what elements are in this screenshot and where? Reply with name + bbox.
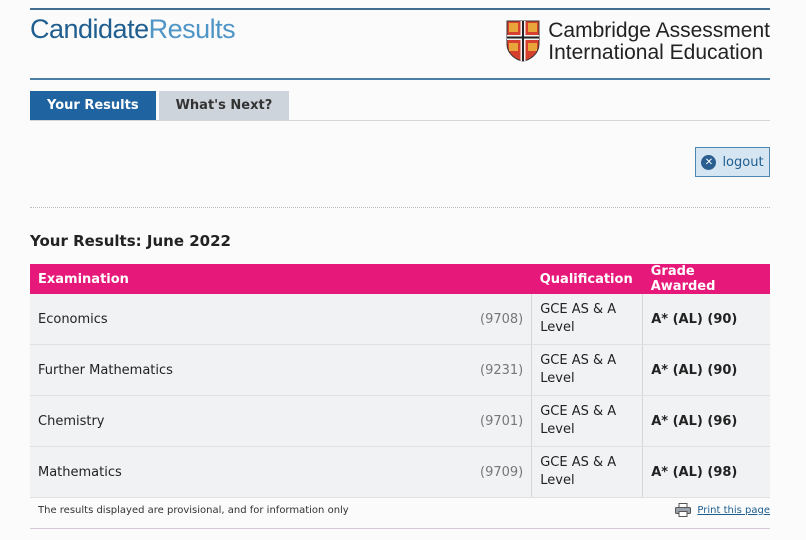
exam-name: Chemistry [30, 395, 472, 447]
exam-code: (9701) [472, 395, 532, 447]
exam-name: Mathematics [30, 446, 472, 498]
table-row: Chemistry (9701) GCE AS & A Level A* (AL… [30, 395, 770, 447]
tab-whats-next[interactable]: What's Next? [158, 91, 290, 120]
qualification: GCE AS & A Level [531, 294, 643, 345]
brand-part2: Results [148, 14, 236, 44]
exam-code: (9708) [472, 294, 532, 345]
grade: A* (AL) (96) [642, 395, 770, 447]
dotted-divider [30, 207, 770, 208]
table-row: Economics (9708) GCE AS & A Level A* (AL… [30, 294, 770, 345]
exam-code: (9231) [472, 344, 532, 396]
exam-code: (9709) [472, 446, 532, 498]
candidate-results-logo: CandidateResults [30, 14, 236, 45]
cambridge-logo: Cambridge Assessment International Educa… [506, 20, 770, 64]
exam-name: Further Mathematics [30, 344, 472, 396]
printer-icon [675, 503, 692, 517]
organization-name: Cambridge Assessment International Educa… [548, 20, 770, 64]
top-rule [30, 8, 770, 10]
results-table: Examination Qualification Grade Awarded … [30, 264, 770, 498]
tab-bar: Your Results What's Next? [30, 91, 292, 120]
close-circle-icon: ✕ [701, 154, 717, 170]
table-header-row: Examination Qualification Grade Awarded [30, 264, 770, 294]
cambridge-crest-icon [506, 20, 540, 62]
grade: A* (AL) (90) [642, 344, 770, 396]
tab-rule [30, 120, 770, 121]
column-header-examination: Examination [30, 264, 532, 294]
org-line-1: Cambridge Assessment [548, 19, 770, 42]
grade: A* (AL) (98) [642, 446, 770, 498]
print-page-link[interactable]: Print this page [675, 503, 770, 517]
logout-label: logout [722, 154, 764, 170]
column-header-grade: Grade Awarded [642, 264, 770, 294]
column-header-qualification: Qualification [531, 264, 643, 294]
qualification: GCE AS & A Level [531, 395, 643, 447]
print-page-label: Print this page [697, 504, 770, 516]
qualification: GCE AS & A Level [531, 446, 643, 498]
exam-name: Economics [30, 294, 472, 345]
bottom-rule [30, 528, 770, 529]
org-line-2: International Education [548, 41, 764, 64]
header-rule [30, 78, 770, 80]
table-row: Further Mathematics (9231) GCE AS & A Le… [30, 344, 770, 396]
brand-part1: Candidate [30, 14, 149, 44]
results-title: Your Results: June 2022 [30, 232, 231, 250]
provisional-footnote: The results displayed are provisional, a… [38, 505, 349, 516]
qualification: GCE AS & A Level [531, 344, 643, 396]
tab-your-results[interactable]: Your Results [30, 91, 156, 120]
grade: A* (AL) (90) [642, 294, 770, 345]
table-row: Mathematics (9709) GCE AS & A Level A* (… [30, 446, 770, 498]
logout-button[interactable]: ✕ logout [695, 147, 770, 177]
